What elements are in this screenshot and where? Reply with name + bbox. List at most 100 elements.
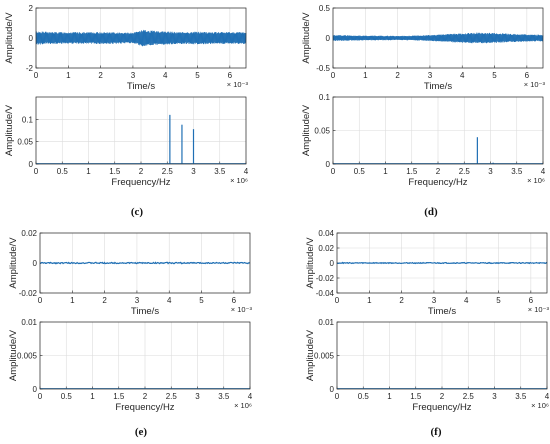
x-axis-exponent: × 10⁶ [531,401,549,410]
x-axis-label: Time/s [428,306,456,317]
y-tick-label: 0.01 [318,318,334,327]
x-tick-label: 3 [492,392,497,401]
x-tick-label: 2.5 [166,392,178,401]
x-tick-label: 3 [195,392,200,401]
x-tick-label: 1 [383,167,388,176]
y-tick-label: -0.04 [316,289,335,298]
axes-frame [332,96,544,165]
x-tick-label: 2.5 [459,167,471,176]
signal-trace [336,261,548,265]
y-tick-label: 0.05 [17,138,33,147]
axes-frame [35,7,247,69]
x-axis-exponent: × 10⁻³ [227,80,249,89]
x-tick-label: 6 [228,71,233,80]
x-tick-label: 5 [199,296,204,305]
y-tick-label: 0 [326,160,331,169]
x-tick-label: 2 [143,392,148,401]
x-tick-label: 4 [541,167,546,176]
x-tick-label: 3 [131,71,136,80]
plot-d-freq: 0 0.5 1 1.5 2 2.5 3 3.5 4 0 0.05 0.1 Frequency/Hz Amp… [301,93,546,188]
x-tick-label: 3.5 [214,167,226,176]
x-tick-label: 2 [102,296,107,305]
plot-f-time: 0 1 2 3 4 5 6 -0.04 -0.02 0 0.02 0.04 Time/s Amplitud… [305,229,549,317]
y-tick-label: 0 [29,34,34,43]
y-axis-label: Amplitude/V [305,329,316,381]
y-tick-label: 0 [29,160,34,169]
axes-frame [332,7,544,69]
x-tick-label: 0.5 [354,167,366,176]
x-tick-label: 2 [440,392,445,401]
y-tick-label: 0 [330,385,335,394]
x-tick-label: 4 [167,296,172,305]
y-axis-label: Amplitude/V [305,237,316,289]
y-tick-label: -0.5 [316,64,330,73]
plot-c-freq: 0 0.5 1 1.5 2 2.5 3 3.5 4 0 0.05 0.1 Frequency/Hz Amp… [4,96,249,188]
x-tick-label: 1 [90,392,95,401]
x-tick-label: 4 [545,392,550,401]
x-tick-label: 1.5 [410,392,422,401]
x-axis-exponent: × 10⁶ [234,401,252,410]
y-tick-label: 0.5 [319,4,331,13]
panel-label: (c) [131,206,144,218]
x-tick-label: 5 [496,296,501,305]
x-tick-label: 3 [191,167,196,176]
x-axis-exponent: × 10⁶ [527,176,545,185]
x-tick-label: 0.5 [61,392,73,401]
x-tick-label: 3 [135,296,140,305]
x-tick-label: 3.5 [515,392,527,401]
y-tick-label: 0.01 [21,318,37,327]
axes-frame [336,321,548,390]
x-tick-label: 0 [331,167,336,176]
x-tick-label: 0.5 [358,392,370,401]
plot-e-freq: 0 0.5 1 1.5 2 2.5 3 3.5 4 0 0.005 0.01 Frequency/Hz A… [8,318,253,413]
x-tick-label: 0.5 [57,167,69,176]
x-tick-label: 1 [86,167,91,176]
y-axis-label: Amplitude/V [301,104,312,156]
y-axis-label: Amplitude/V [4,12,15,64]
x-tick-label: 4 [163,71,168,80]
plot-f-freq: 0 0.5 1 1.5 2 2.5 3 3.5 4 0 0.005 0.01 Frequency/Hz A… [305,318,550,413]
y-axis-label: Amplitude/V [8,237,19,289]
x-axis-exponent: × 10⁻³ [524,80,546,89]
x-tick-label: 2.5 [463,392,475,401]
panel-label: (d) [424,206,438,218]
x-tick-label: 0 [335,392,340,401]
x-tick-label: 3.5 [218,392,230,401]
x-axis-exponent: × 10⁻³ [231,305,253,314]
y-tick-label: 0 [330,259,335,268]
x-tick-label: 0 [38,296,43,305]
x-axis-label: Frequency/Hz [408,177,467,188]
y-tick-label: 2 [29,4,34,13]
x-tick-label: 2 [139,167,144,176]
x-tick-label: 1.5 [109,167,121,176]
axes-frame [35,96,247,165]
x-tick-label: 3 [432,296,437,305]
y-tick-label: 0.02 [21,229,37,238]
signal-trace [39,261,251,265]
x-tick-label: 6 [525,71,530,80]
x-tick-label: 1 [367,296,372,305]
x-tick-label: 0 [335,296,340,305]
x-tick-label: 5 [492,71,497,80]
x-tick-label: 0 [38,392,43,401]
x-tick-label: 2 [395,71,400,80]
y-axis-label: Amplitude/V [301,12,312,64]
x-tick-label: 2 [436,167,441,176]
x-tick-label: 1 [387,392,392,401]
x-axis-label: Frequency/Hz [111,177,170,188]
x-tick-label: 5 [195,71,200,80]
x-tick-label: 6 [232,296,237,305]
y-tick-label: 0.1 [22,115,34,124]
y-tick-label: 0 [33,259,38,268]
y-tick-label: 0 [33,385,38,394]
x-tick-label: 1 [363,71,368,80]
x-axis-label: Time/s [424,81,452,92]
x-tick-label: 2.5 [162,167,174,176]
panel-label: (e) [135,426,148,438]
y-tick-label: -0.02 [316,274,335,283]
axes-frame [39,232,251,294]
signal-trace [35,29,247,47]
